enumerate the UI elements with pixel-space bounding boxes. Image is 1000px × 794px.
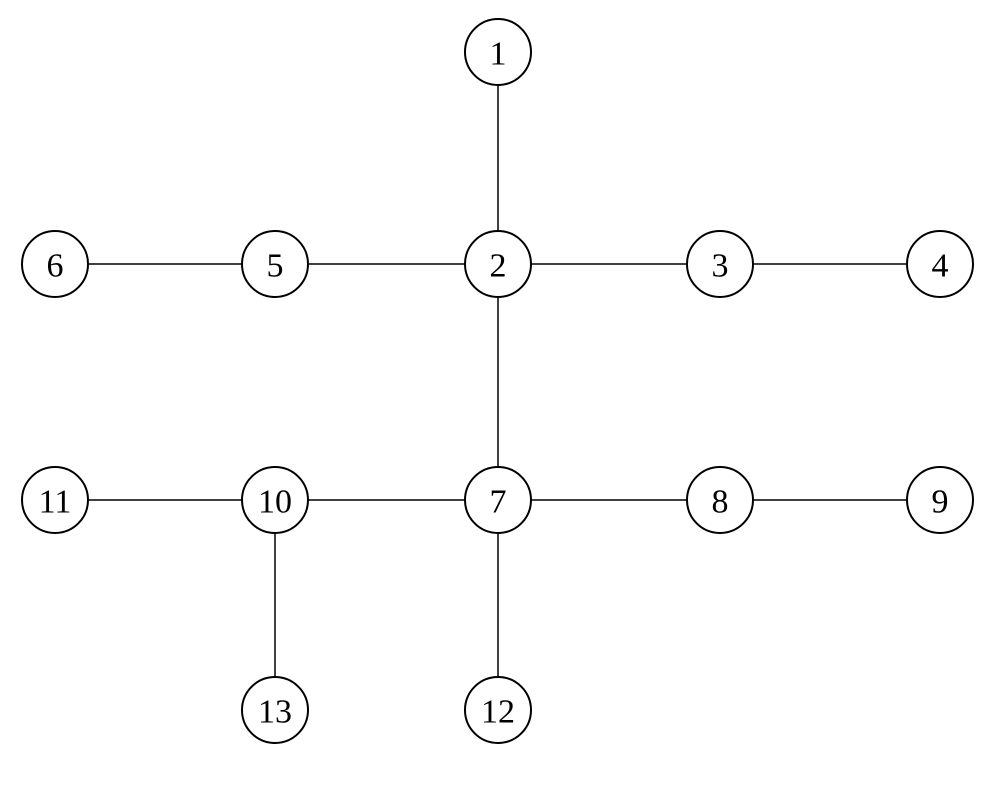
graph-node: 5 xyxy=(242,231,308,297)
graph-node: 4 xyxy=(907,231,973,297)
node-label: 2 xyxy=(490,248,507,285)
node-label: 7 xyxy=(490,484,507,521)
graph-node: 6 xyxy=(22,231,88,297)
node-label: 12 xyxy=(481,694,515,731)
node-label: 6 xyxy=(47,248,64,285)
graph-node: 1 xyxy=(465,19,531,85)
graph-node: 9 xyxy=(907,467,973,533)
node-label: 11 xyxy=(39,484,72,521)
node-label: 10 xyxy=(258,484,292,521)
node-label: 4 xyxy=(932,248,949,285)
node-label: 5 xyxy=(267,248,284,285)
graph-node: 7 xyxy=(465,467,531,533)
node-label: 3 xyxy=(712,248,729,285)
edges-group xyxy=(88,85,907,677)
node-label: 9 xyxy=(932,484,949,521)
graph-node: 10 xyxy=(242,467,308,533)
graph-node: 2 xyxy=(465,231,531,297)
network-diagram: 12345678910111213 xyxy=(0,0,1000,794)
graph-node: 11 xyxy=(22,467,88,533)
graph-node: 13 xyxy=(242,677,308,743)
node-label: 1 xyxy=(490,36,507,73)
graph-node: 8 xyxy=(687,467,753,533)
graph-node: 3 xyxy=(687,231,753,297)
node-label: 13 xyxy=(258,694,292,731)
node-label: 8 xyxy=(712,484,729,521)
graph-node: 12 xyxy=(465,677,531,743)
